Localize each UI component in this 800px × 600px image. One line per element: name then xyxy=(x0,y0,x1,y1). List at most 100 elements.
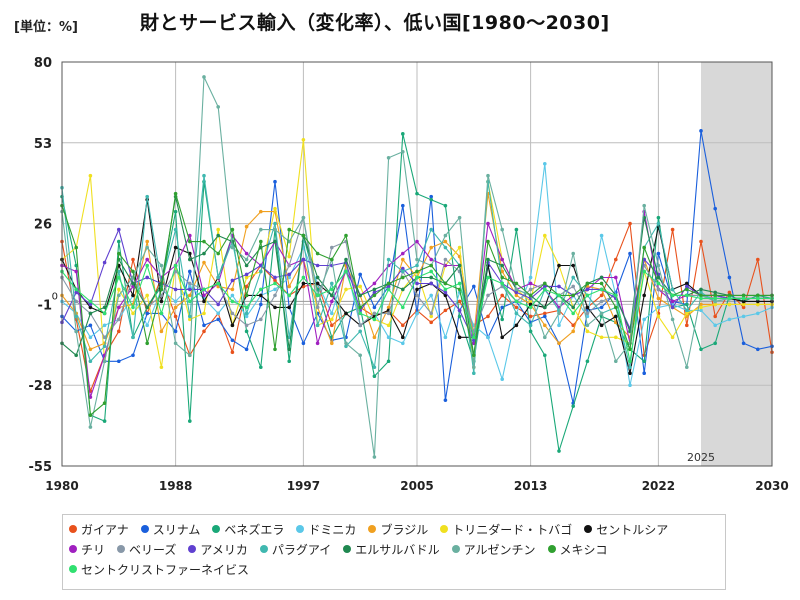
series-point xyxy=(599,305,604,310)
series-point xyxy=(543,281,547,286)
series-point xyxy=(486,239,490,244)
series-point xyxy=(358,272,363,277)
legend-label: パラグアイ xyxy=(271,542,332,557)
series-point xyxy=(585,314,590,319)
series-point xyxy=(88,335,93,340)
series-point xyxy=(287,305,292,310)
series-point xyxy=(273,239,277,244)
series-point xyxy=(287,227,292,232)
series-point xyxy=(202,323,206,328)
series-point xyxy=(443,398,448,402)
series-point xyxy=(543,233,547,238)
series-point xyxy=(216,281,220,286)
series-point xyxy=(74,329,78,334)
series-point xyxy=(273,227,277,232)
y-tick-label: 80 xyxy=(34,56,52,71)
series-point xyxy=(614,305,618,310)
series-point xyxy=(571,311,575,316)
series-point xyxy=(415,275,419,280)
series-point xyxy=(713,341,717,346)
series-point xyxy=(585,323,590,328)
series-point xyxy=(216,233,220,238)
series-point xyxy=(514,293,519,298)
series-point xyxy=(372,317,377,322)
series-point xyxy=(202,75,206,79)
series-point xyxy=(131,353,135,358)
series-point xyxy=(500,227,505,232)
series-point xyxy=(599,281,604,286)
series-point xyxy=(88,311,93,316)
series-point xyxy=(173,329,178,334)
series-point xyxy=(202,293,206,298)
series-point xyxy=(713,290,717,295)
series-point xyxy=(102,359,107,364)
series-point xyxy=(259,287,263,292)
series-point xyxy=(429,257,434,262)
series-point xyxy=(656,305,661,310)
legend: ガイアナ スリナム ベネズエラ ドミニカ ブラジル トリニダード・トバゴ セントルシア チリ ベ… xyxy=(62,514,726,590)
series-point xyxy=(599,323,604,328)
series-point xyxy=(500,257,505,262)
legend-label: ガイアナ xyxy=(81,522,129,537)
series-point xyxy=(159,299,164,304)
series-point xyxy=(401,323,405,328)
series-point xyxy=(117,251,121,256)
series-point xyxy=(656,263,661,268)
series-point xyxy=(188,269,192,274)
series-point xyxy=(443,239,448,244)
series-point xyxy=(699,129,703,133)
series-point xyxy=(244,329,249,334)
series-point xyxy=(372,335,377,340)
legend-marker xyxy=(212,525,221,533)
series-point xyxy=(358,323,363,328)
series-point xyxy=(628,347,632,352)
legend-item: スリナム xyxy=(140,519,200,539)
series-point xyxy=(74,299,78,304)
series-point xyxy=(230,293,235,298)
y-tick-label: 26 xyxy=(34,218,52,233)
series-point xyxy=(202,239,206,244)
series-point xyxy=(443,287,448,292)
series-point xyxy=(500,377,505,382)
series-point xyxy=(557,449,561,453)
series-point xyxy=(88,299,93,304)
series-point xyxy=(685,311,689,316)
series-point xyxy=(202,299,206,304)
series-point xyxy=(315,281,320,286)
series-point xyxy=(372,287,377,292)
series-point xyxy=(173,209,178,214)
series-point xyxy=(102,335,107,340)
series-point xyxy=(330,341,334,346)
series-point xyxy=(287,272,292,277)
series-point xyxy=(330,323,334,328)
series-point xyxy=(656,314,661,319)
series-point xyxy=(244,284,249,289)
series-point xyxy=(273,287,277,292)
legend-marker xyxy=(117,545,126,553)
series-point xyxy=(656,287,661,292)
series-point xyxy=(543,335,547,340)
series-point xyxy=(599,275,604,280)
series-point xyxy=(88,305,93,310)
series-point xyxy=(216,275,220,280)
series-point xyxy=(599,287,604,292)
series-point xyxy=(401,203,405,208)
series-point xyxy=(699,287,703,292)
series-point xyxy=(415,191,419,196)
x-tick-label: 2013 xyxy=(514,479,547,493)
series-point xyxy=(571,329,575,334)
series-point xyxy=(500,275,505,280)
series-point xyxy=(528,305,533,310)
series-point xyxy=(159,365,164,370)
series-point xyxy=(557,263,561,268)
series-point xyxy=(443,335,448,340)
series-point xyxy=(514,287,519,292)
legend-marker xyxy=(188,545,197,553)
series-point xyxy=(500,293,505,298)
series-point xyxy=(74,245,78,250)
series-point xyxy=(528,299,533,304)
series-point xyxy=(259,317,263,322)
series-point xyxy=(585,311,590,316)
series-point xyxy=(259,365,263,370)
series-point xyxy=(528,302,533,307)
